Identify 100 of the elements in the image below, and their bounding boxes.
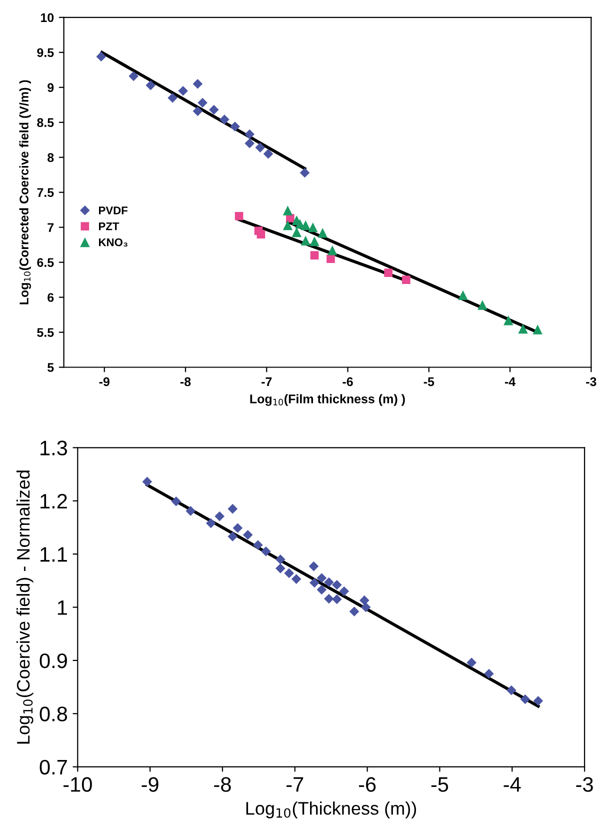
point [384,268,393,277]
legend-label: KNO₃ [99,238,128,247]
point [244,129,255,140]
point [324,577,334,588]
point [232,523,243,533]
y-tick-label: 8 [48,153,54,162]
point [128,71,138,82]
y-tick-label: 6 [48,293,54,302]
point [208,104,219,115]
y-tick-label: 1.2 [40,494,67,508]
x-tick-label: -5 [431,777,448,792]
y-tick-label: 1.3 [40,440,68,456]
legend-label: PVDF [99,206,128,214]
y-tick-label: 9 [48,83,54,92]
y-tick-label: 7.5 [37,188,54,197]
x-tick-label: -4 [504,377,516,386]
point [234,212,244,220]
point [198,98,208,108]
point [192,106,203,116]
point [532,324,542,334]
point [178,86,188,96]
point [228,532,238,542]
x-tick-label: -7 [286,777,304,792]
point [402,276,410,284]
point [484,668,494,679]
y-tick-label: 5 [48,363,54,372]
point [261,546,271,556]
y-tick-label: 10 [40,13,54,22]
point [518,324,528,334]
x-tick-label: -8 [180,377,191,386]
point [230,122,240,132]
point [282,220,293,230]
point [520,694,530,704]
point [146,80,156,90]
point [263,148,274,159]
point [228,504,238,514]
point [308,222,318,232]
y-tick-label: 6.5 [37,258,54,267]
point [142,476,152,487]
y-axis-title: Log$_{10}$(Coercive field) - Normalized [16,470,34,744]
point [332,594,342,604]
point [300,168,310,178]
y-tick-label: 0.7 [40,760,67,775]
x-tick-label: -10 [64,777,92,792]
point [326,254,335,263]
y-tick-label: 0.8 [40,706,68,722]
point [282,206,293,216]
point [316,573,327,583]
y-tick-label: 5.5 [37,328,54,337]
point [242,530,253,540]
point [466,658,476,668]
point [255,142,266,152]
y-tick-label: 0.9 [40,653,67,668]
point [192,78,203,89]
x-tick-label: -6 [358,777,376,792]
point [291,574,302,584]
x-tick-label: -8 [214,777,231,792]
point [276,554,286,564]
point [220,114,230,124]
point [533,696,544,706]
point [506,685,516,696]
point [276,564,286,574]
point [300,220,310,230]
point [284,568,294,578]
legend-label: PZT [99,222,120,230]
point [324,594,334,604]
point [96,52,106,62]
point [504,316,514,326]
x-tick-label: -5 [424,377,434,386]
y-tick-label: 8.5 [37,118,54,128]
y-tick-label: 7 [48,223,54,232]
point [310,578,320,588]
point [308,561,319,572]
point [171,496,182,506]
x-tick-label: -9 [142,777,158,792]
x-axis-title: Log$_{10}$(Film thickness (m) ) [250,394,405,406]
y-axis-title: Log$_{10}$(Corrected Coercive field (V/m) ) [19,80,31,304]
point [316,584,327,595]
point [332,580,342,590]
point [327,246,338,256]
point [244,138,255,148]
point [458,290,468,300]
y-tick-label: 1.1 [40,547,67,562]
point [253,540,263,550]
point [186,506,196,516]
y-tick-label: 9.5 [37,48,54,58]
point [310,251,319,260]
point [214,511,224,522]
point [300,236,310,246]
x-tick-label: -3 [586,377,596,386]
point [292,227,302,238]
point [318,228,328,238]
y-tick-label: 1 [58,600,67,615]
point [310,236,320,246]
point [349,606,360,616]
x-tick-label: -7 [262,377,272,386]
point [256,230,266,238]
point [206,518,216,528]
point [478,300,488,310]
x-tick-label: -3 [576,777,593,792]
